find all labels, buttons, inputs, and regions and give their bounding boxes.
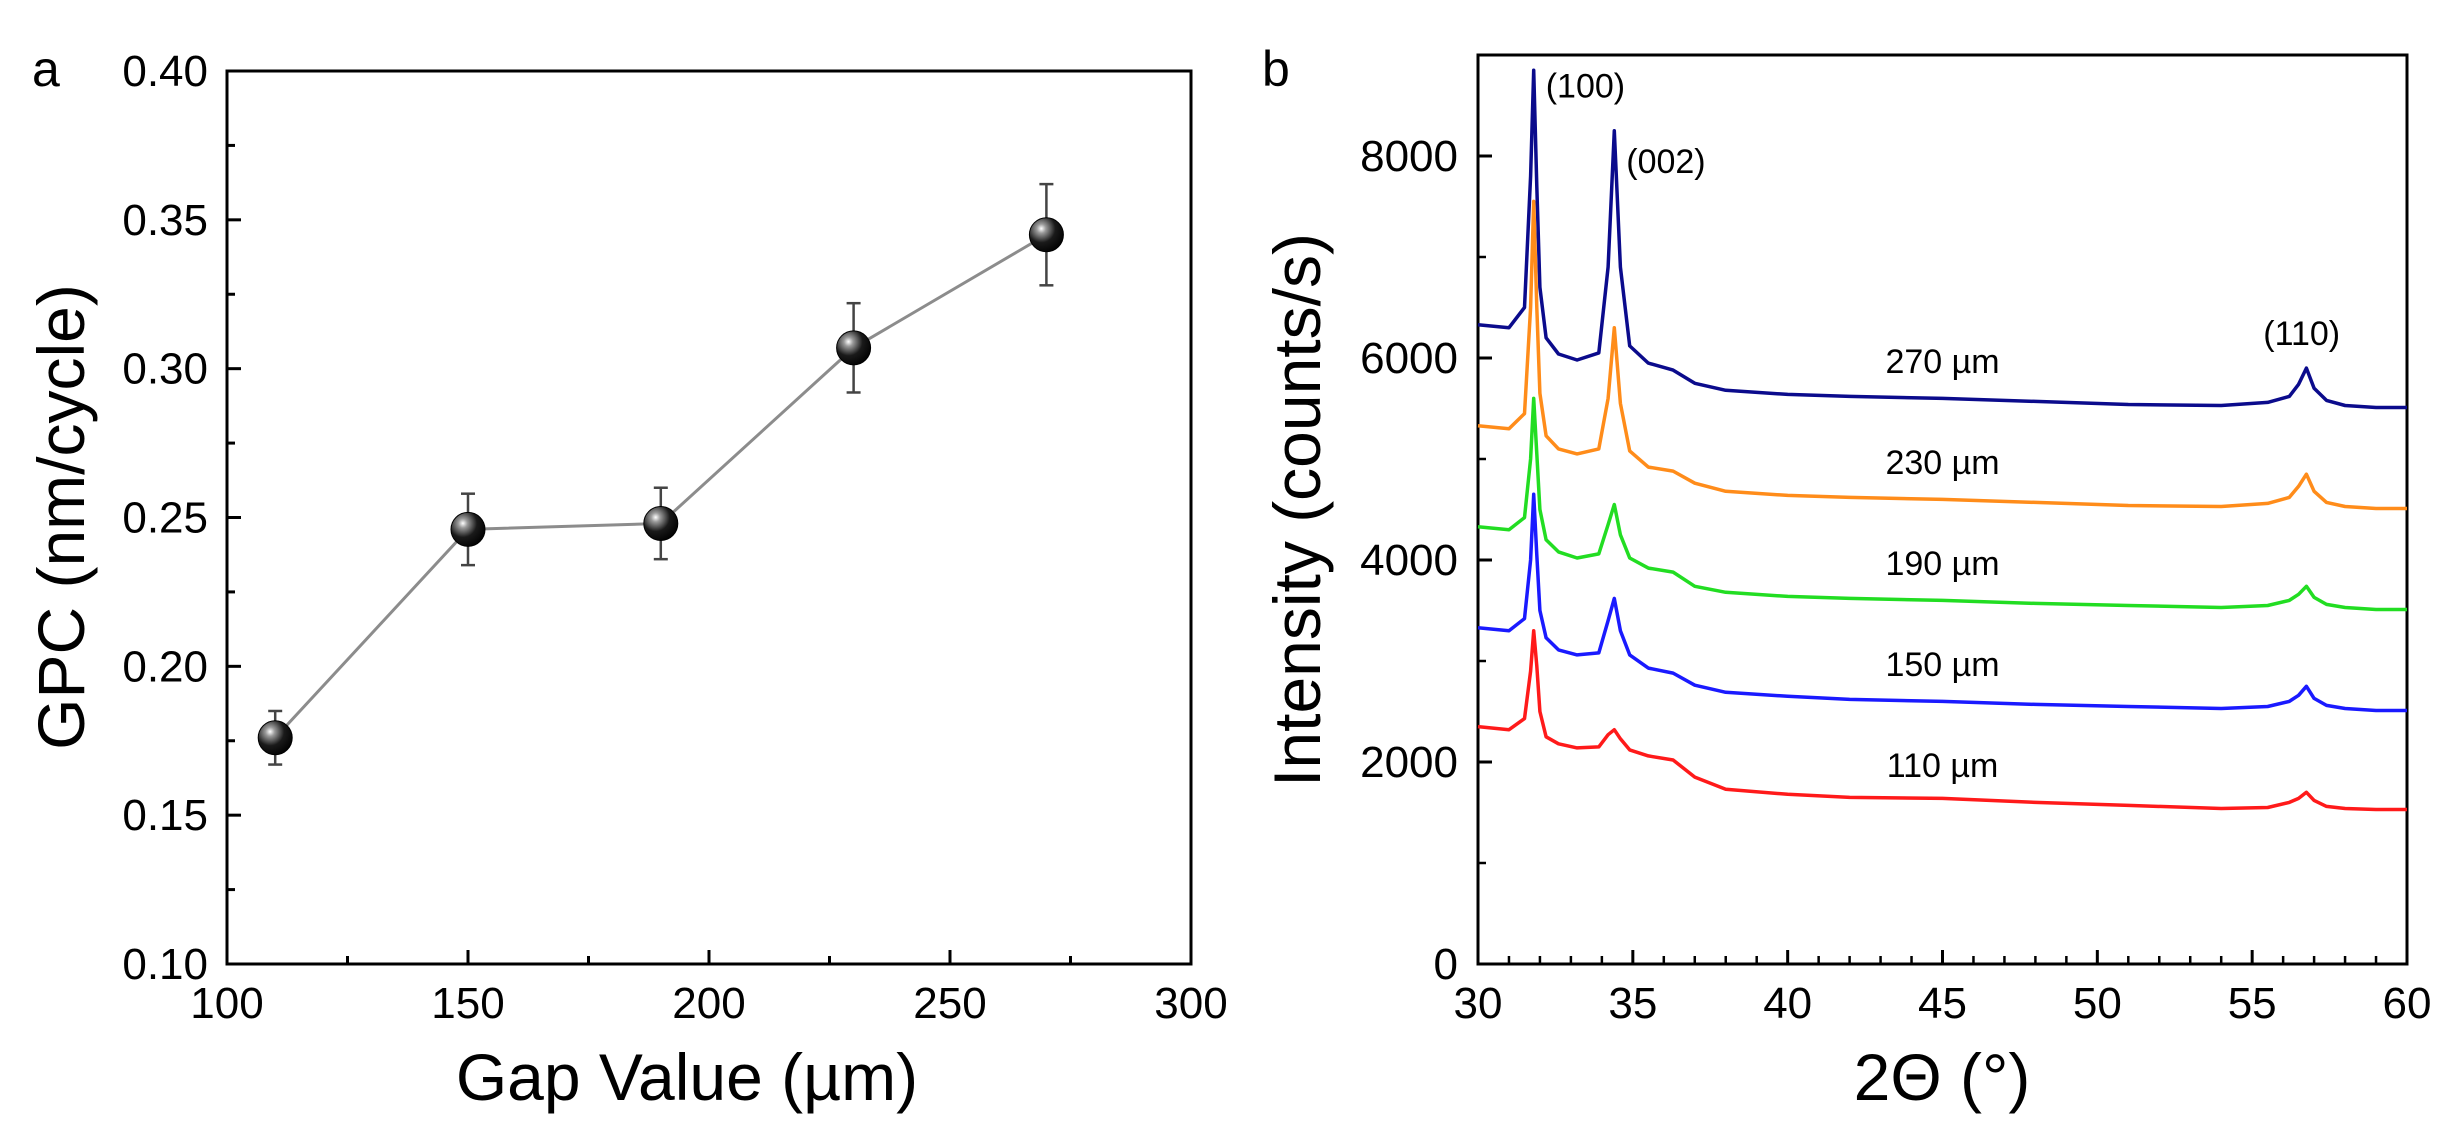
panel-b-letter: b — [1262, 41, 1290, 97]
panel-b-x-axis-title: 2Θ (°) — [1854, 1040, 2031, 1114]
panel-b-x-tick-label: 35 — [1608, 979, 1657, 1028]
panel-a-y-tick-label: 0.35 — [122, 196, 208, 245]
panel-b-annotations: (100)(002) (110) — [1546, 67, 2340, 352]
panel-a-series-line — [274, 233, 1048, 739]
panel-a-y-tick-label: 0.30 — [122, 345, 208, 394]
panel-b-y-axis-title: Intensity (counts/s) — [1260, 233, 1334, 787]
panel-a-x-tick-label: 200 — [672, 979, 745, 1028]
panel-a: a 100 150 200 250 300 0.10 0.15 0.20 0.25 0.30 0.3… — [24, 41, 1228, 1114]
panel-a-x-tick-label: 250 — [913, 979, 986, 1028]
panel-a-tick-labels: 100 150 200 250 300 0.10 0.15 0.20 0.25 0.30 0.35 0… — [122, 47, 1227, 1028]
panel-b-series-label: 270 µm — [1885, 343, 1999, 381]
panel-b-y-tick-label: 6000 — [1360, 334, 1458, 383]
panel-b-ticks — [1476, 154, 2409, 966]
panel-b-y-tick-label: 8000 — [1360, 132, 1458, 181]
panel-b-peak-label: (110) — [2263, 315, 2340, 353]
panel-b-x-tick-label: 40 — [1763, 979, 1812, 1028]
panel-a-y-tick-label: 0.25 — [122, 494, 208, 543]
panel-b-y-tick-label: 2000 — [1360, 738, 1458, 787]
panel-b-series-label: 110 µm — [1887, 747, 1999, 785]
panel-a-x-tick-label: 300 — [1154, 979, 1227, 1028]
panel-a-y-axis-title: GPC (nm/cycle) — [24, 284, 98, 750]
panel-b-y-tick-label: 4000 — [1360, 536, 1458, 585]
panel-b-series-line — [1477, 628, 2407, 812]
panel-b-data: 270 µm 230 µm 190 µm 150 µm 110 µm — [1477, 68, 2407, 812]
panel-a-y-tick-label: 0.10 — [122, 940, 208, 989]
panel-a-data-point — [643, 505, 679, 541]
panel-b-peak-label: (002) — [1626, 143, 1705, 181]
panel-b: b 30 35 40 45 50 55 60 0 2000 4000 6000 8000 270 µm… — [1260, 41, 2431, 1114]
panel-b-x-tick-label: 60 — [2383, 979, 2432, 1028]
panel-a-y-tick-label: 0.15 — [122, 791, 208, 840]
panel-a-data-point — [1028, 217, 1064, 253]
panel-a-data — [257, 182, 1064, 766]
panel-b-series-line — [1477, 396, 2407, 612]
panel-a-y-tick-label: 0.20 — [122, 642, 208, 691]
panel-b-series-label: 230 µm — [1885, 444, 1999, 482]
panel-b-series-line — [1477, 68, 2407, 410]
panel-a-x-tick-label: 150 — [431, 979, 504, 1028]
panel-b-series-label: 150 µm — [1885, 646, 1999, 684]
panel-b-y-tick-label: 0 — [1434, 940, 1458, 989]
panel-a-letter: a — [32, 41, 60, 97]
panel-b-series-line — [1477, 199, 2407, 511]
panel-a-data-point — [450, 511, 486, 547]
panel-b-peak-label: (100) — [1546, 67, 1625, 105]
panel-a-ticks — [225, 69, 1193, 966]
panel-b-x-tick-label: 55 — [2228, 979, 2277, 1028]
panel-b-x-tick-label: 30 — [1454, 979, 1503, 1028]
panel-a-data-point — [257, 720, 293, 756]
panel-b-series-line — [1477, 492, 2407, 713]
panel-a-x-tick-label: 100 — [190, 979, 263, 1028]
panel-a-x-axis-title: Gap Value (µm) — [456, 1040, 918, 1114]
panel-b-x-tick-label: 50 — [2073, 979, 2122, 1028]
panel-b-series-label: 190 µm — [1885, 545, 1999, 583]
panel-a-y-tick-label: 0.40 — [122, 47, 208, 96]
panel-a-data-point — [836, 330, 872, 366]
panel-b-tick-labels: 30 35 40 45 50 55 60 0 2000 4000 6000 8000 — [1360, 132, 2431, 1028]
panel-b-x-tick-label: 45 — [1918, 979, 1967, 1028]
